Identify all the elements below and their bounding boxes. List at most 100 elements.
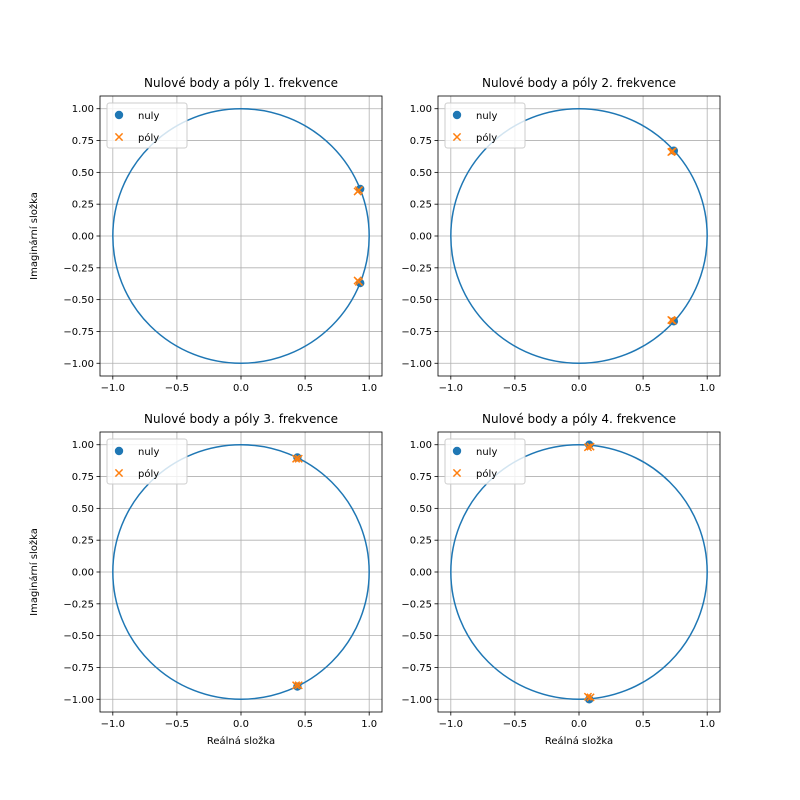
x-tick-label: 0.5 bbox=[635, 383, 651, 394]
y-tick-label: 0.00 bbox=[72, 232, 94, 243]
legend-pole-marker bbox=[114, 468, 124, 478]
x-tick-label: 0.5 bbox=[297, 719, 313, 730]
y-tick-label: 0.50 bbox=[410, 504, 432, 515]
pole-point bbox=[583, 443, 593, 452]
unit-circle bbox=[112, 107, 370, 365]
y-tick-label: 0.00 bbox=[410, 232, 432, 243]
legend-zero-marker bbox=[114, 110, 124, 120]
subplot-3: −1.0 −0.5 0.0 0.5 1.0 1.00 0.75 0.50 0.25 0.00 −0.… bbox=[28, 412, 383, 747]
y-tick-label: −1.00 bbox=[63, 695, 94, 706]
legend-box bbox=[106, 438, 188, 485]
legend-pole-marker bbox=[452, 132, 462, 142]
x-tick-label: 1.0 bbox=[699, 383, 715, 394]
y-tick-label: 0.25 bbox=[72, 536, 94, 547]
y-tick-label: −0.75 bbox=[63, 327, 94, 338]
y-tick-label: 0.75 bbox=[72, 136, 94, 147]
y-tick-label: −0.50 bbox=[63, 295, 94, 306]
legend-pole-marker bbox=[114, 132, 124, 142]
legend-label: nuly bbox=[476, 111, 497, 122]
legend-label: nuly bbox=[138, 447, 159, 458]
pole-point bbox=[668, 316, 677, 325]
y-tick-label: 0.50 bbox=[72, 168, 94, 179]
pole-point bbox=[291, 681, 301, 690]
y-tick-label: −1.00 bbox=[401, 359, 432, 370]
pole-point bbox=[583, 692, 593, 701]
x-tick-label: 0.5 bbox=[635, 719, 651, 730]
y-axis-label: Imaginární složka bbox=[28, 528, 40, 616]
y-tick-label: −0.25 bbox=[401, 263, 432, 274]
pole-point bbox=[291, 454, 301, 463]
legend-label: póly bbox=[138, 132, 159, 144]
legend: nuly póly bbox=[106, 438, 188, 485]
subplot-title: Nulové body a póly 2. frekvence bbox=[482, 76, 676, 90]
y-tick-label: −1.00 bbox=[63, 359, 94, 370]
x-axis-label: Reálná složka bbox=[207, 735, 275, 747]
x-tick-label: −0.5 bbox=[165, 383, 189, 394]
x-tick-label: 0.0 bbox=[233, 383, 249, 394]
y-tick-label: −0.75 bbox=[401, 327, 432, 338]
x-tick-label: 0.0 bbox=[571, 383, 587, 394]
legend-label: nuly bbox=[138, 111, 159, 122]
pole-point bbox=[354, 277, 364, 286]
y-tick-label: 0.75 bbox=[410, 472, 432, 483]
pole-point bbox=[354, 186, 364, 195]
subplot-title: Nulové body a póly 3. frekvence bbox=[144, 412, 338, 426]
unit-circle bbox=[112, 443, 370, 701]
y-tick-label: −0.25 bbox=[63, 599, 94, 610]
x-tick-label: −1.0 bbox=[101, 383, 125, 394]
pole-point bbox=[294, 454, 303, 463]
x-tick-label: −1.0 bbox=[101, 719, 125, 730]
y-tick-label: 0.00 bbox=[410, 568, 432, 579]
x-tick-label: 1.0 bbox=[361, 719, 377, 730]
y-tick-label: −1.00 bbox=[401, 695, 432, 706]
y-tick-label: 0.75 bbox=[410, 136, 432, 147]
y-axis-label: Imaginární složka bbox=[28, 192, 40, 280]
legend-zero-marker bbox=[452, 446, 462, 456]
x-tick-label: 1.0 bbox=[699, 719, 715, 730]
legend-zero-marker bbox=[114, 446, 124, 456]
y-tick-label: 1.00 bbox=[72, 440, 94, 451]
legend-pole-marker bbox=[452, 468, 462, 478]
y-tick-label: 0.50 bbox=[72, 504, 94, 515]
legend-label: póly bbox=[476, 468, 497, 480]
subplot-4: −1.0 −0.5 0.0 0.5 1.0 1.00 0.75 0.50 0.25 0.00 −0.… bbox=[401, 412, 721, 747]
y-tick-label: 0.50 bbox=[410, 168, 432, 179]
legend: nuly póly bbox=[444, 102, 526, 149]
y-tick-label: −0.25 bbox=[401, 599, 432, 610]
legend: nuly póly bbox=[106, 102, 188, 149]
subplot-title: Nulové body a póly 4. frekvence bbox=[482, 412, 676, 426]
pole-point bbox=[668, 147, 677, 156]
legend-label: póly bbox=[138, 468, 159, 480]
y-tick-label: 0.25 bbox=[72, 200, 94, 211]
legend-label: nuly bbox=[476, 447, 497, 458]
y-tick-label: 1.00 bbox=[410, 440, 432, 451]
subplot-title: Nulové body a póly 1. frekvence bbox=[144, 76, 338, 90]
y-tick-label: 1.00 bbox=[410, 104, 432, 115]
y-tick-label: 1.00 bbox=[72, 104, 94, 115]
y-tick-label: 0.25 bbox=[410, 200, 432, 211]
unit-circle bbox=[450, 107, 708, 365]
y-tick-label: −0.25 bbox=[63, 263, 94, 274]
legend-zero-marker bbox=[452, 110, 462, 120]
x-tick-label: 0.0 bbox=[233, 719, 249, 730]
subplot-2: −1.0 −0.5 0.0 0.5 1.0 1.00 0.75 0.50 0.25 0.00 −0.… bbox=[401, 76, 721, 394]
y-tick-label: −0.75 bbox=[63, 663, 94, 674]
y-tick-label: −0.50 bbox=[401, 295, 432, 306]
pole-point bbox=[294, 681, 303, 690]
pole-point bbox=[586, 693, 595, 702]
legend-label: póly bbox=[476, 132, 497, 144]
legend-box bbox=[444, 438, 526, 485]
y-tick-label: −0.50 bbox=[401, 631, 432, 642]
y-tick-label: 0.75 bbox=[72, 472, 94, 483]
x-tick-label: −0.5 bbox=[503, 719, 527, 730]
x-tick-label: 0.5 bbox=[297, 383, 313, 394]
y-tick-label: 0.00 bbox=[72, 568, 94, 579]
x-tick-label: −1.0 bbox=[439, 383, 463, 394]
y-tick-label: −0.50 bbox=[63, 631, 94, 642]
pole-point bbox=[586, 442, 595, 451]
x-tick-label: −0.5 bbox=[503, 383, 527, 394]
unit-circle bbox=[450, 443, 708, 701]
x-tick-label: 0.0 bbox=[571, 719, 587, 730]
subplot-1: −1.0 −0.5 0.0 0.5 1.0 1.00 0.75 0.50 0.25 0.00 −0.… bbox=[28, 76, 383, 394]
